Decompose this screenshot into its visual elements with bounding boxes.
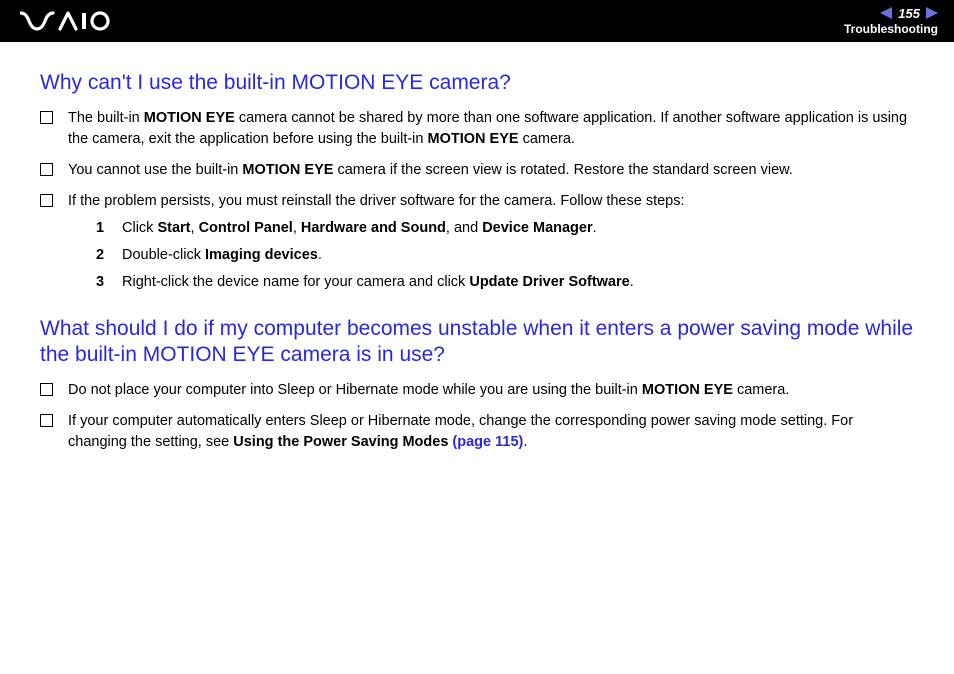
- header-bar: 155 Troubleshooting: [0, 0, 954, 42]
- bullet-list-2: Do not place your computer into Sleep or…: [40, 380, 914, 453]
- step-text: Right-click the device name for your cam…: [122, 272, 634, 294]
- bullet-item: You cannot use the built-in MOTION EYE c…: [40, 160, 914, 181]
- next-page-arrow-icon[interactable]: [926, 7, 938, 19]
- step-item: 1 Click Start, Control Panel, Hardware a…: [96, 218, 914, 240]
- bullet-item: The built-in MOTION EYE camera cannot be…: [40, 108, 914, 150]
- header-right: 155 Troubleshooting: [844, 6, 938, 37]
- numbered-steps: 1 Click Start, Control Panel, Hardware a…: [96, 218, 914, 293]
- page-number: 155: [898, 6, 920, 22]
- heading-2: What should I do if my computer becomes …: [40, 316, 914, 369]
- step-item: 2 Double-click Imaging devices.: [96, 245, 914, 267]
- page-nav: 155: [880, 6, 938, 22]
- section-label: Troubleshooting: [844, 22, 938, 36]
- step-item: 3 Right-click the device name for your c…: [96, 272, 914, 294]
- page-link[interactable]: (page 115): [452, 434, 523, 450]
- heading-1: Why can't I use the built-in MOTION EYE …: [40, 70, 914, 96]
- bullet-item: If the problem persists, you must reinst…: [40, 191, 914, 293]
- vaio-logo: [20, 11, 110, 31]
- bullet-item: Do not place your computer into Sleep or…: [40, 380, 914, 401]
- page-content: Why can't I use the built-in MOTION EYE …: [0, 42, 954, 495]
- step-text: Click Start, Control Panel, Hardware and…: [122, 218, 597, 240]
- bullet-list-1: The built-in MOTION EYE camera cannot be…: [40, 108, 914, 293]
- bullet-item: If your computer automatically enters Sl…: [40, 411, 914, 453]
- vaio-logo-svg: [20, 11, 110, 31]
- prev-page-arrow-icon[interactable]: [880, 7, 892, 19]
- step-text: Double-click Imaging devices.: [122, 245, 322, 267]
